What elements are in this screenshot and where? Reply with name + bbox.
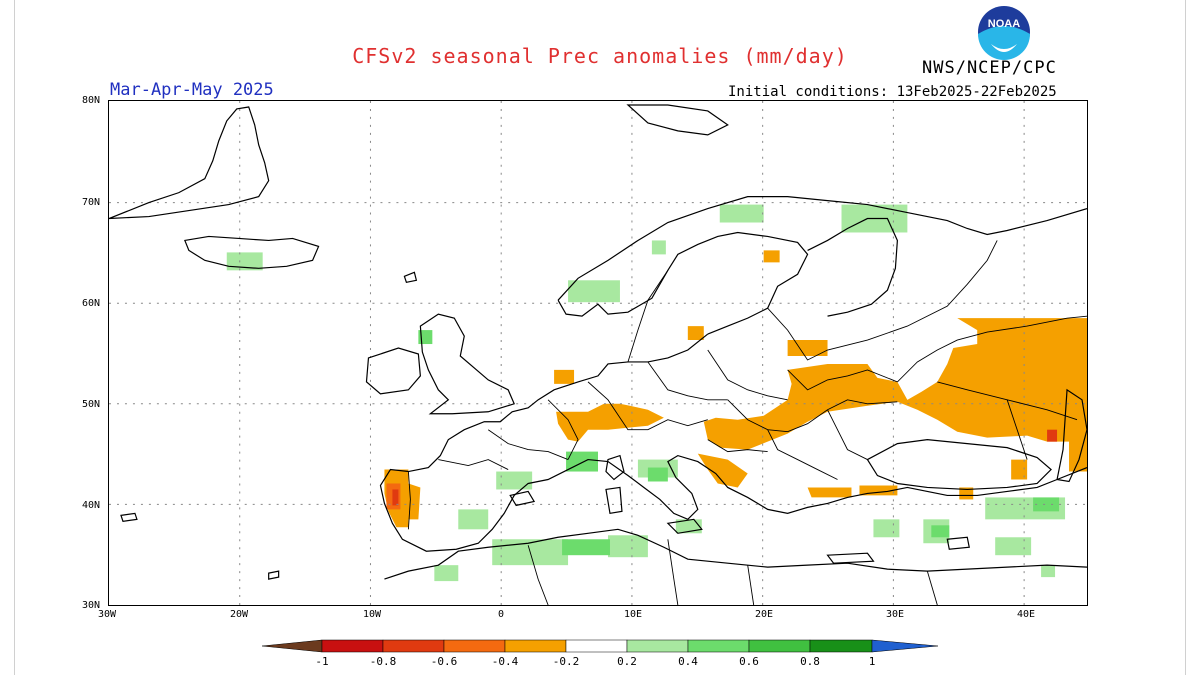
coastlines (109, 104, 1087, 580)
image-frame (14, 0, 1186, 675)
colorbar-bin (321, 639, 384, 653)
lat-label-60n: 60N (82, 298, 101, 309)
lat-label-70n: 70N (82, 197, 101, 208)
colorbar-label: -0.6 (431, 655, 458, 668)
dry-strong-anomalies (386, 429, 1058, 510)
lon-label-30e: 30E (886, 609, 905, 620)
logo-text: NOAA (988, 18, 1020, 30)
noaa-logo: NOAA (978, 6, 1030, 60)
lon-label-40e: 40E (1017, 609, 1036, 620)
colorbar-bin (565, 639, 628, 653)
map-title: CFSv2 seasonal Prec anomalies (mm/day) (352, 44, 848, 68)
season-label: Mar-Apr-May 2025 (110, 80, 274, 100)
colorbar-bin (748, 639, 811, 653)
initial-conditions-label: Initial conditions: 13Feb2025-22Feb2025 (728, 84, 1057, 100)
lat-label-50n: 50N (82, 399, 101, 410)
colorbar-bin (626, 639, 689, 653)
colorbar-bin (687, 639, 750, 653)
colorbar-label: 0.2 (617, 655, 637, 668)
anomaly-map (108, 100, 1088, 606)
colorbar-label: -1 (315, 655, 328, 668)
graticule (109, 101, 1087, 605)
lon-label-20e: 20E (755, 609, 774, 620)
colorbar-bin (382, 639, 445, 653)
colorbar-lower-arrow (262, 639, 323, 653)
lat-label-30n: 30N (82, 600, 101, 611)
colorbar-bin (443, 639, 506, 653)
lat-label-80n: 80N (82, 95, 101, 106)
lon-label-10e: 10E (624, 609, 643, 620)
colorbar: -1 -0.8 -0.6 -0.4 -0.2 0.2 0.4 0.6 0.8 1 (262, 639, 939, 668)
lat-label-40n: 40N (82, 500, 101, 511)
colorbar-label: 0.4 (678, 655, 698, 668)
colorbar-upper-arrow (871, 639, 939, 653)
agency-label: NWS/NCEP/CPC (922, 58, 1057, 78)
lon-label-30w: 30W (98, 609, 117, 620)
colorbar-bin (809, 639, 873, 653)
colorbar-bin (504, 639, 567, 653)
colorbar-label: -0.4 (492, 655, 519, 668)
wet-strong-anomalies (418, 330, 1060, 556)
colorbar-label: 1 (869, 655, 876, 668)
colorbar-label: 0.8 (800, 655, 820, 668)
colorbar-label: -0.8 (370, 655, 397, 668)
lon-label-20w: 20W (230, 609, 249, 620)
colorbar-label: -0.2 (553, 655, 580, 668)
lon-label-10w: 10W (363, 609, 382, 620)
dry-anomalies (384, 250, 1087, 528)
lon-label-0: 0 (498, 609, 505, 620)
colorbar-label: 0.6 (739, 655, 759, 668)
country-borders (407, 240, 1087, 605)
